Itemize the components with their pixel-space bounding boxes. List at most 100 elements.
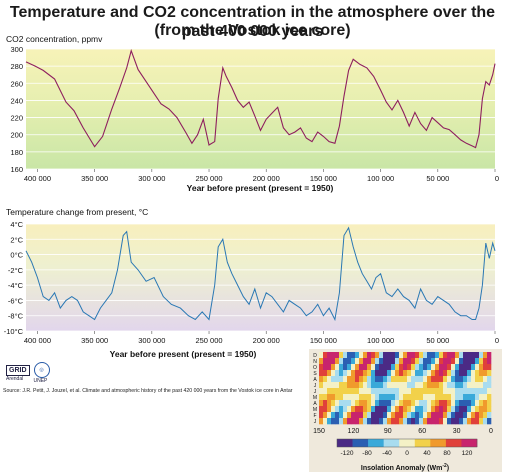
heatmap-cell xyxy=(355,388,360,395)
heatmap-cell xyxy=(423,382,428,389)
insolation-heatmap xyxy=(319,352,492,425)
heatmap-cell xyxy=(455,370,460,377)
heatmap-cell xyxy=(383,358,388,365)
heatmap-cell xyxy=(411,352,416,359)
heatmap-cell xyxy=(323,394,328,401)
heatmap-cell xyxy=(323,418,328,425)
y-tick-label: 0°C xyxy=(10,251,23,260)
heatmap-cell xyxy=(431,352,436,359)
y-tick-label: -2°C xyxy=(8,266,24,275)
heatmap-cell xyxy=(411,412,416,419)
heatmap-cell xyxy=(359,388,364,395)
y-tick-label: 300 xyxy=(10,45,23,54)
heatmap-cell xyxy=(443,412,448,419)
title-line1: Temperature and CO2 concentration in the… xyxy=(9,4,496,40)
heatmap-cell xyxy=(375,370,380,377)
colorbar-swatch xyxy=(337,439,353,447)
heatmap-cell xyxy=(479,382,484,389)
month-label: N xyxy=(313,359,317,365)
heatmap-cell xyxy=(443,376,448,383)
heatmap-cell xyxy=(395,364,400,371)
x-tick-label: 300 000 xyxy=(138,336,165,345)
heatmap-cell xyxy=(439,376,444,383)
heatmap-cell xyxy=(455,376,460,383)
heatmap-cell xyxy=(487,406,492,413)
heatmap-cell xyxy=(483,358,488,365)
heatmap-cell xyxy=(459,388,464,395)
heatmap-cell xyxy=(387,418,392,425)
heatmap-cell xyxy=(423,412,428,419)
source-note: Source: J.R. Petit, J. Jouzel, et al. Cl… xyxy=(3,388,306,394)
heatmap-cell xyxy=(487,382,492,389)
heatmap-cell xyxy=(371,412,376,419)
heatmap-cell xyxy=(387,388,392,395)
heatmap-cell xyxy=(471,370,476,377)
heatmap-cell xyxy=(443,370,448,377)
heatmap-cell xyxy=(367,400,372,407)
heatmap-cell xyxy=(359,400,364,407)
heatmap-cell xyxy=(323,358,328,365)
colorbar-swatch xyxy=(414,439,431,447)
heatmap-cell xyxy=(387,364,392,371)
heatmap-cell xyxy=(487,352,492,359)
temperature-plot-background xyxy=(26,224,495,331)
heatmap-cell xyxy=(447,358,452,365)
heatmap-cell xyxy=(439,412,444,419)
heatmap-cell xyxy=(383,352,388,359)
inset-x-tick-label: 60 xyxy=(418,428,426,435)
heatmap-cell xyxy=(475,388,480,395)
heatmap-cell xyxy=(419,394,424,401)
heatmap-cell xyxy=(467,376,472,383)
heatmap-cell xyxy=(459,412,464,419)
x-tick-label: 150 000 xyxy=(310,336,337,345)
heatmap-cell xyxy=(351,418,356,425)
co2-series-line xyxy=(25,48,496,149)
co2-chart-title: CO2 concentration, ppmv xyxy=(6,34,103,44)
heatmap-cell xyxy=(395,418,400,425)
heatmap-cell xyxy=(355,376,360,383)
heatmap-cell xyxy=(447,412,452,419)
heatmap-cell xyxy=(383,388,388,395)
heatmap-cell xyxy=(335,388,340,395)
colorbar-swatch xyxy=(368,439,384,447)
heatmap-cell xyxy=(347,370,352,377)
heatmap-cell xyxy=(455,400,460,407)
heatmap-cell xyxy=(455,364,460,371)
heatmap-cell xyxy=(463,406,468,413)
heatmap-cell xyxy=(359,394,364,401)
heatmap-cell xyxy=(475,400,480,407)
heatmap-cell xyxy=(475,418,480,425)
heatmap-cell xyxy=(451,352,456,359)
heatmap-cell xyxy=(355,370,360,377)
heatmap-cell xyxy=(431,388,436,395)
heatmap-cell xyxy=(347,376,352,383)
heatmap-cell xyxy=(479,388,484,395)
heatmap-cell xyxy=(395,394,400,401)
heatmap-cell xyxy=(323,352,328,359)
heatmap-cell xyxy=(479,418,484,425)
heatmap-cell xyxy=(331,376,336,383)
heatmap-cell xyxy=(323,376,328,383)
heatmap-cell xyxy=(371,400,376,407)
heatmap-cell xyxy=(335,382,340,389)
heatmap-cell xyxy=(367,364,372,371)
heatmap-cell xyxy=(351,370,356,377)
month-label: D xyxy=(313,353,317,359)
heatmap-cell xyxy=(359,412,364,419)
heatmap-cell xyxy=(323,364,328,371)
co2-plot-background xyxy=(26,49,495,169)
heatmap-cell xyxy=(447,388,452,395)
colorbar-tick-label: 80 xyxy=(443,450,451,457)
heatmap-cell xyxy=(331,358,336,365)
heatmap-cell xyxy=(371,418,376,425)
heatmap-cell xyxy=(431,358,436,365)
heatmap-cell xyxy=(463,388,468,395)
heatmap-cell xyxy=(419,400,424,407)
heatmap-cell xyxy=(415,418,420,425)
heatmap-cell xyxy=(367,352,372,359)
heatmap-cell xyxy=(319,352,324,359)
heatmap-cell xyxy=(435,364,440,371)
heatmap-cell xyxy=(347,406,352,413)
heatmap-cell xyxy=(375,400,380,407)
heatmap-cell xyxy=(431,400,436,407)
